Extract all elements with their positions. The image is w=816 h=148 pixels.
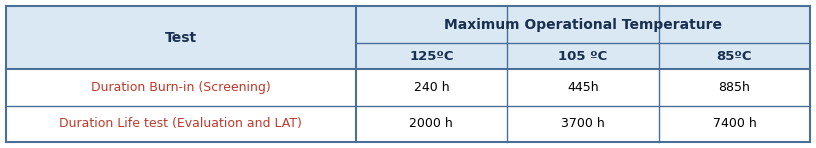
Bar bbox=[6, 69, 810, 106]
Text: 125ºC: 125ºC bbox=[409, 50, 454, 63]
Bar bbox=[6, 106, 810, 142]
Text: 885h: 885h bbox=[718, 81, 751, 94]
Text: Maximum Operational Temperature: Maximum Operational Temperature bbox=[444, 18, 722, 32]
Bar bbox=[6, 6, 810, 44]
Text: 2000 h: 2000 h bbox=[410, 117, 453, 130]
Text: 7400 h: 7400 h bbox=[712, 117, 756, 130]
Text: 240 h: 240 h bbox=[414, 81, 449, 94]
Text: 3700 h: 3700 h bbox=[561, 117, 605, 130]
Text: 105 ºC: 105 ºC bbox=[558, 50, 607, 63]
Bar bbox=[6, 44, 810, 69]
Text: Duration Life test (Evaluation and LAT): Duration Life test (Evaluation and LAT) bbox=[60, 117, 302, 130]
Text: Duration Burn-in (Screening): Duration Burn-in (Screening) bbox=[91, 81, 271, 94]
Text: 445h: 445h bbox=[567, 81, 599, 94]
Text: Test: Test bbox=[165, 30, 197, 45]
Text: 85ºC: 85ºC bbox=[716, 50, 752, 63]
